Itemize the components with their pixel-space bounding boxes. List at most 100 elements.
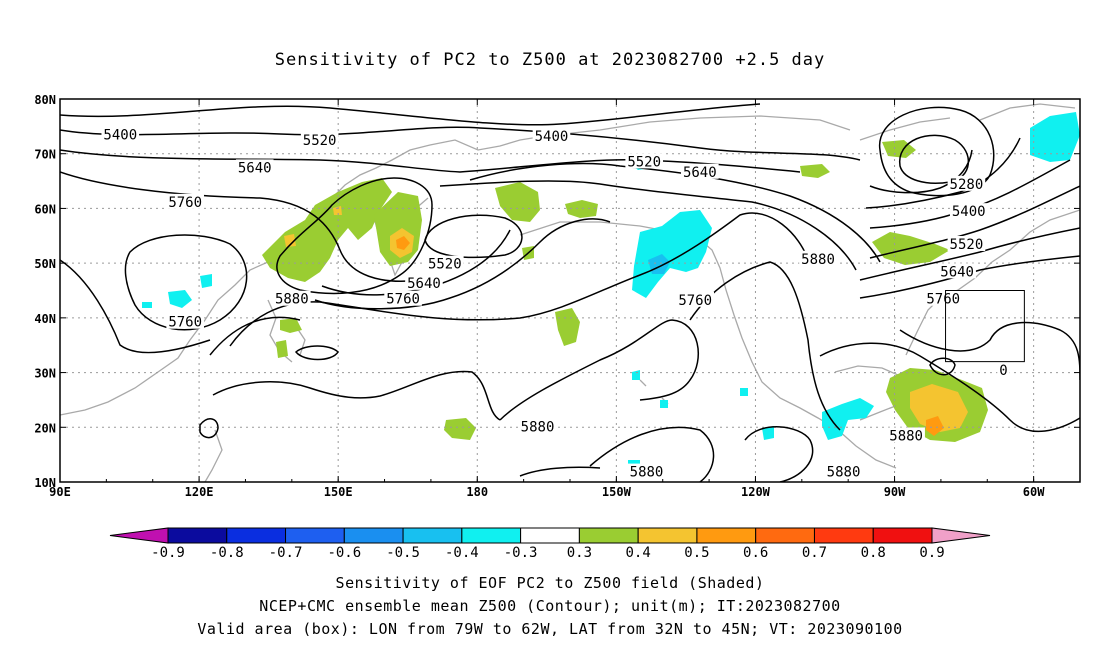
colorbar-swatch: [637, 527, 698, 544]
contour-label: 5880: [521, 420, 555, 436]
x-tick-label: 120E: [185, 485, 214, 499]
contour-label: 5640: [683, 165, 717, 181]
contour-label: 5880: [275, 292, 309, 308]
x-tick-label: 150E: [324, 485, 353, 499]
contour-label-bg: [947, 175, 986, 191]
contour-label: 5400: [535, 129, 569, 145]
axes: 90E 120E 150E 180 150W 120W 90W 60W 10N 20N 30N 40N…: [34, 93, 1081, 499]
contour-label-bg: [676, 291, 714, 307]
x-tick-label: 120W: [741, 485, 771, 499]
contour-label-bg: [384, 290, 422, 306]
colorbar-label: 0.6: [743, 545, 768, 561]
colorbar-label: 0.5: [684, 545, 709, 561]
contour-label: 5520: [303, 133, 337, 149]
contour-label-bg: [938, 263, 976, 279]
colorbar-label: -0.6: [327, 545, 361, 561]
y-tick-label: 20N: [34, 421, 56, 435]
caption-line-3: Valid area (box): LON from 79W to 62W, L…: [197, 620, 903, 638]
contour-label-bg: [824, 463, 863, 479]
contour-label-bg: [799, 250, 837, 266]
contour-label: 5760: [386, 292, 420, 308]
colorbar-label: -0.4: [445, 545, 479, 561]
contour-label: 5880: [827, 465, 861, 481]
contour-label: 5640: [407, 276, 441, 292]
colorbar-swatch: [578, 527, 639, 544]
contour-label-bg: [625, 153, 663, 169]
colorbar-swatch: [285, 527, 345, 544]
contour-label: 5880: [889, 428, 923, 444]
contour-label: 5760: [926, 292, 960, 308]
colorbar-swatch: [402, 527, 463, 544]
colorbar-label: 0.3: [567, 545, 592, 561]
contour-label: 5760: [678, 293, 712, 309]
contour-label-bg: [681, 163, 719, 179]
y-tick-label: 70N: [34, 148, 56, 162]
x-tick-label: 90W: [884, 485, 906, 499]
contour-label-bg: [235, 159, 274, 175]
contour-label: 5280: [950, 177, 984, 193]
colorbar-swatch: [461, 527, 522, 544]
contour-label: 5640: [940, 264, 974, 280]
colorbar-label: -0.9: [151, 545, 185, 561]
y-tick-label: 80N: [34, 93, 56, 107]
colorbar-swatch: [343, 527, 404, 544]
contour-label: 0: [999, 363, 1007, 379]
colorbar-label: -0.7: [269, 545, 303, 561]
contour-label: 5520: [627, 154, 661, 170]
contour-label: 5400: [103, 128, 137, 144]
colorbar-label: -0.8: [210, 545, 244, 561]
x-tick-label: 90E: [49, 485, 71, 499]
y-tick-label: 60N: [34, 202, 56, 216]
contour-label-bg: [518, 418, 557, 434]
colorbar-label: 0.4: [626, 545, 651, 561]
colorbar-label: -0.3: [504, 545, 538, 561]
caption-line-2: NCEP+CMC ensemble mean Z500 (Contour); u…: [259, 597, 841, 615]
contour-label-bg: [532, 128, 571, 144]
colorbar-label: 0.8: [861, 545, 886, 561]
contour-label: 5400: [952, 204, 986, 220]
contour-label: 5880: [801, 252, 835, 268]
x-tick-label: 180: [466, 485, 488, 499]
colorbar-swatch: [696, 527, 757, 544]
colorbar-swatch: [813, 527, 874, 544]
colorbar-right-arrow: [931, 527, 991, 544]
contour-label: 5760: [168, 195, 202, 211]
contour-label-bg: [924, 290, 963, 306]
contour-label: 5880: [630, 465, 664, 481]
x-tick-label: 60W: [1023, 485, 1045, 499]
colorbar-label: -0.5: [386, 545, 420, 561]
contour-label-bg: [997, 361, 1010, 377]
contour-label: 5520: [428, 257, 462, 273]
contour-label: 5640: [238, 160, 272, 176]
colorbar-swatch: [520, 527, 580, 544]
figure-title: Sensitivity of PC2 to Z500 at 2023082700…: [274, 50, 826, 70]
colorbar-swatch: [872, 527, 933, 544]
caption-line-1: Sensitivity of EOF PC2 to Z500 field (Sh…: [335, 574, 765, 592]
contour-label-bg: [949, 203, 988, 219]
contour-label: 5520: [950, 237, 984, 253]
x-tick-label: 150W: [602, 485, 632, 499]
colorbar-swatch: [167, 527, 228, 544]
contour-label-bg: [166, 193, 204, 209]
y-tick-label: 50N: [34, 257, 56, 271]
contour-label-bg: [426, 255, 464, 271]
valid-area-box: [945, 290, 1025, 363]
colorbar-label: 0.7: [802, 545, 827, 561]
contour-label-bg: [947, 235, 986, 251]
contour-label-bg: [887, 427, 925, 443]
y-tick-label: 10N: [34, 476, 56, 490]
contour-label-bg: [166, 313, 204, 329]
contour-label-bg: [101, 126, 140, 142]
colorbar-swatch: [755, 527, 815, 544]
colorbar: -0.9 -0.8 -0.7 -0.6 -0.5 -0.4 -0.3 0.3 0.4 0.5 0.6…: [109, 527, 991, 561]
contour-label-bg: [627, 463, 666, 479]
colorbar-swatch: [226, 527, 287, 544]
y-tick-label: 40N: [34, 312, 56, 326]
gridlines: [60, 99, 1080, 482]
contour-label-bg: [405, 274, 443, 290]
y-tick-label: 30N: [34, 367, 56, 381]
contour-label-bg: [300, 132, 339, 148]
colorbar-label: 0.9: [919, 545, 944, 561]
